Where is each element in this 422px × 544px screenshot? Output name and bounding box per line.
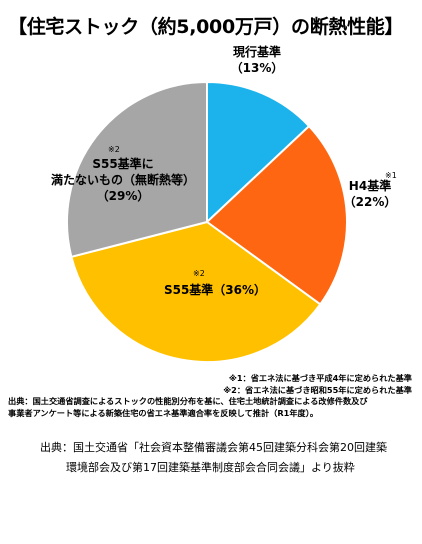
slice-label-below: ※2 S55基準に 満たないもの（無断熱等） （29%） — [48, 142, 198, 204]
pie-slice-2 — [70, 220, 322, 363]
source-note-line2: 事業者アンケート等による新築住宅の省エネ基準適合率を反映して推計（R1年度）。 — [8, 407, 319, 418]
source-note-line1: 出典：国土交通省調査によるストックの性能別分布を基に、住宅土地統計調査による改修… — [8, 396, 368, 406]
slice-label-h4-name: H4基準 — [348, 179, 392, 193]
slice-label-h4: ※1 H4基準 （22%） — [330, 160, 410, 210]
slice-label-s55-text: S55基準（36%） — [163, 283, 267, 297]
note-mark-below: ※2 — [108, 145, 120, 154]
citation-line1: 出典：国土交通省「社会資本整備審議会第45回建築分科会第20回建築 — [40, 441, 387, 454]
citation: 出典：国土交通省「社会資本整備審議会第45回建築分科会第20回建築 環境部会及び… — [40, 438, 400, 478]
note-1: ※1：省エネ法に基づき平成4年に定められた基準 — [228, 373, 412, 383]
pie-slice-0 — [206, 80, 311, 225]
slice-label-current: 現行基準 （13%） — [222, 44, 292, 76]
slice-label-current-pct: （13%） — [230, 61, 284, 75]
chart-title: 【住宅ストック（約5,000万戸）の断熱性能】 — [8, 16, 404, 38]
slice-label-h4-pct: （22%） — [343, 195, 397, 209]
pie-slice-1 — [205, 124, 348, 306]
pie-slice-3 — [66, 80, 208, 259]
slice-label-below-line1: S55基準に — [92, 157, 154, 171]
slice-label-below-pct: （29%） — [96, 189, 150, 203]
slice-label-below-line2: 満たないもの（無断熱等） — [50, 173, 195, 187]
slice-label-s55: ※2 S55基準（36%） — [145, 266, 285, 298]
note-mark-s55: ※2 — [193, 269, 205, 278]
citation-line2: 環境部会及び第17回建築基準制度部会合同会議」より抜粋 — [66, 461, 355, 474]
slice-label-current-name: 現行基準 — [232, 45, 281, 59]
note-mark-h4: ※1 — [385, 171, 397, 180]
chart-notes: ※1：省エネ法に基づき平成4年に定められた基準 ※2：省エネ法に基づき昭和55年… — [8, 373, 412, 419]
note-2: ※2：省エネ法に基づき昭和55年に定められた基準 — [223, 384, 412, 395]
